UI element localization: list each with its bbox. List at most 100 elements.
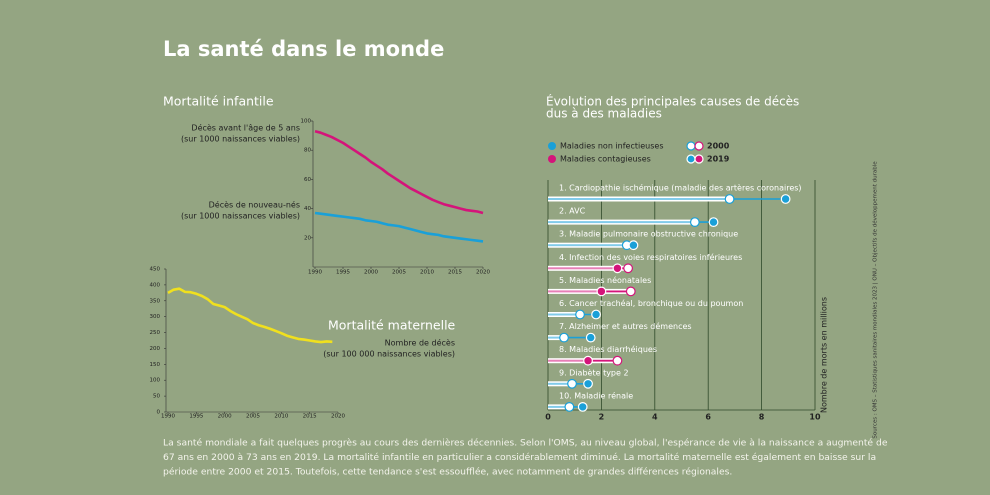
dot [623, 263, 633, 274]
x-tick-label: 1995 [336, 270, 350, 276]
line-series [314, 129, 484, 215]
dot [708, 217, 719, 228]
bar-inner [548, 198, 730, 200]
series-label: Décès avant l'âge de 5 ans [191, 123, 300, 133]
bar-inner [548, 313, 581, 316]
category-label: 8. Maladies diarrhéiques [559, 344, 657, 354]
dot [575, 309, 585, 320]
x-tick-label: 8 [759, 413, 765, 422]
category-label: 9. Diabète type 2 [559, 367, 629, 377]
x-tick-label: 2020 [331, 414, 345, 420]
dot [591, 309, 601, 320]
x-axis-label: Nombre de morts en millions [820, 297, 829, 413]
bar-inner [548, 221, 695, 224]
dot [564, 402, 575, 412]
y-tick-label: 300 [150, 314, 161, 320]
category-label: 10. Maladie rénale [559, 390, 633, 400]
series-label: (sur 1000 naissances viables) [181, 212, 300, 221]
y-tick-label: 80 [304, 148, 311, 154]
legend-label: 2019 [707, 155, 730, 164]
x-tick-label: 2005 [392, 270, 406, 276]
legend-label: Maladies non infectieuses [560, 142, 663, 151]
x-tick-label: 2010 [274, 414, 288, 420]
chart-title: Évolution des principales causes de décè… [546, 94, 799, 109]
dot [577, 402, 588, 412]
legend-swatch [686, 141, 696, 151]
category-label: 7. Alzheimer et autres démences [559, 321, 692, 331]
dot [612, 263, 623, 274]
legend-label: Maladies contagieuses [560, 155, 651, 164]
series-label: (sur 100 000 naissances viables) [323, 350, 455, 359]
x-tick-label: 6 [705, 413, 711, 422]
series-label: Décès de nouveau-nés [209, 200, 300, 210]
dot [585, 332, 596, 343]
y-tick-label: 100 [150, 378, 161, 384]
dot [567, 378, 577, 389]
sources: Sources : OMS – Statistiques sanitaires … [872, 161, 879, 439]
y-tick-label: 250 [150, 330, 161, 336]
bar-inner [548, 244, 627, 247]
legend-swatch [548, 142, 556, 150]
x-tick-label: 0 [545, 413, 551, 422]
x-tick-label: 2005 [246, 414, 260, 420]
x-tick-label: 2015 [448, 270, 462, 276]
dot [612, 355, 623, 366]
chart-title: Mortalité infantile [163, 94, 274, 109]
y-tick-label: 40 [304, 206, 311, 212]
legend-swatch [548, 155, 556, 163]
dot [583, 378, 593, 389]
bar-inner [548, 405, 570, 408]
x-tick-label: 2020 [476, 270, 490, 276]
y-tick-label: 50 [153, 394, 160, 400]
series-label: (sur 1000 naissances viables) [181, 135, 300, 144]
category-label: 6. Cancer trachéal, bronchique ou du pou… [559, 298, 743, 308]
y-tick-label: 200 [150, 346, 161, 352]
chart-title: Mortalité maternelle [328, 318, 456, 333]
category-label: 1. Cardiopathie ischémique (maladie des … [559, 183, 802, 193]
x-tick-label: 4 [652, 413, 658, 422]
page-title: La santé dans le monde [163, 37, 444, 61]
y-tick-label: 20 [304, 235, 311, 241]
legend-swatch [686, 154, 696, 164]
legend-swatch [694, 141, 704, 151]
dot [689, 217, 700, 228]
bar-inner [548, 290, 631, 293]
y-tick-label: 60 [304, 177, 311, 183]
dot [583, 355, 593, 366]
category-label: 4. Infection des voies respiratoires inf… [559, 252, 742, 262]
x-tick-label: 2 [599, 413, 605, 422]
x-tick-label: 1990 [308, 270, 322, 276]
bar-inner [548, 382, 573, 385]
x-tick-label: 10 [809, 413, 821, 422]
x-tick-label: 1995 [189, 414, 203, 420]
y-tick-label: 0 [157, 410, 161, 416]
legend-label: 2000 [707, 142, 730, 151]
y-tick-label: 100 [301, 119, 312, 125]
dot [559, 332, 569, 343]
x-tick-label: 2000 [218, 414, 232, 420]
x-tick-label: 2010 [420, 270, 434, 276]
y-tick-label: 400 [150, 282, 161, 288]
body-text: La santé mondiale a fait quelques progrè… [163, 438, 888, 449]
chart-title: dus à des maladies [546, 107, 662, 121]
y-tick-label: 450 [150, 267, 161, 273]
dot [780, 194, 791, 204]
line-series [314, 211, 484, 243]
y-tick-label: 150 [150, 362, 161, 368]
category-label: 3. Maladie pulmonaire obstructive chroni… [559, 230, 738, 239]
body-text: période entre 2000 et 2015. Toutefois, c… [163, 467, 732, 478]
bar-inner [548, 359, 618, 362]
line-series [167, 287, 333, 344]
dot [596, 286, 607, 297]
body-text: 67 ans en 2000 à 73 ans en 2019. La mort… [163, 452, 876, 463]
dot [625, 286, 636, 297]
legend-swatch [694, 154, 704, 164]
dot [724, 194, 735, 204]
dot [628, 240, 639, 251]
series-label: Nombre de décès [385, 338, 455, 348]
category-label: 5. Maladies néonatales [559, 275, 651, 285]
x-tick-label: 1990 [161, 414, 175, 420]
bar-inner [548, 336, 565, 339]
